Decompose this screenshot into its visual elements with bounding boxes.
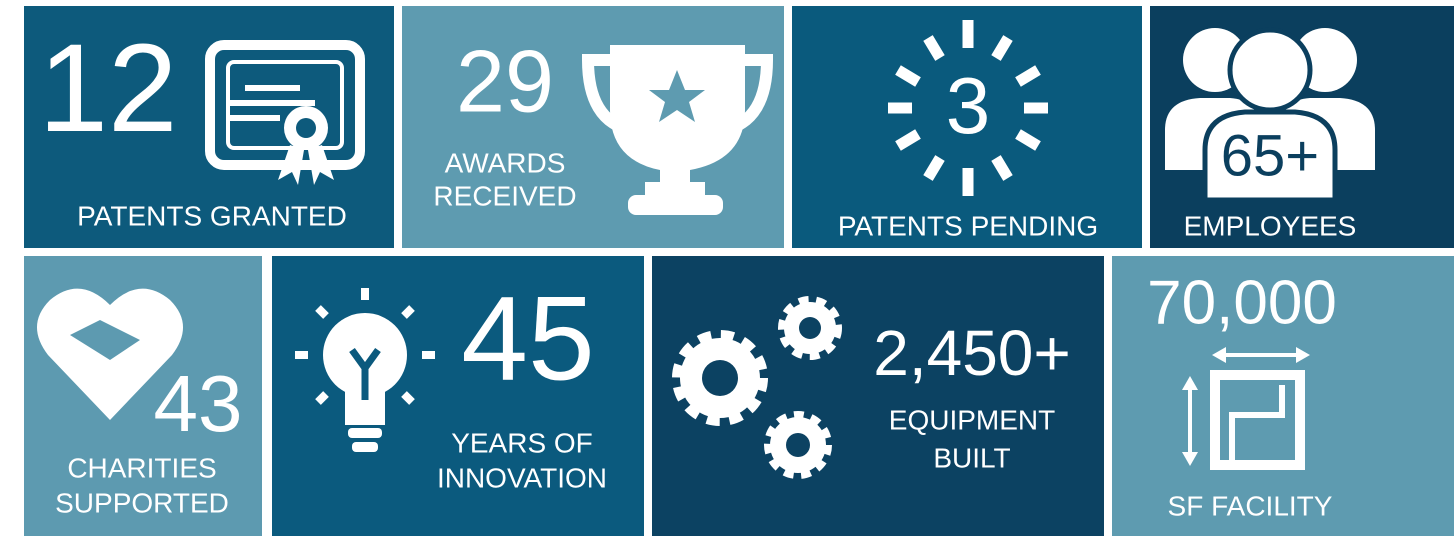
people-icon — [1165, 27, 1375, 203]
heart-icon — [36, 288, 184, 420]
stat-number: 43 — [154, 359, 243, 448]
stat-label: YEARS OF — [451, 427, 593, 458]
stat-label: PATENTS GRANTED — [77, 200, 347, 231]
tile — [272, 256, 644, 536]
stat-number: 29 — [456, 31, 554, 130]
stat-number: 2,450+ — [873, 317, 1071, 389]
floorplan-icon — [1182, 347, 1310, 470]
stat-label: SF FACILITY — [1168, 490, 1333, 521]
stat-label: EQUIPMENT — [889, 404, 1055, 435]
stat-number: 3 — [946, 61, 991, 150]
stat-label: CHARITIES — [67, 452, 216, 483]
gears-icon — [672, 296, 842, 479]
stat-label: SUPPORTED — [55, 487, 229, 518]
stat-number: 12 — [38, 19, 177, 158]
certificate-icon — [205, 40, 365, 185]
stat-label: BUILT — [933, 442, 1010, 473]
stat-label: RECEIVED — [433, 180, 576, 211]
stat-number: 70,000 — [1147, 268, 1337, 337]
stat-label: AWARDS — [445, 147, 566, 178]
stat-number: 65+ — [1221, 123, 1319, 188]
trophy-icon — [581, 45, 774, 215]
stat-number: 45 — [461, 272, 594, 406]
stat-label: INNOVATION — [437, 462, 607, 493]
bulb-icon — [295, 288, 435, 452]
stat-label: EMPLOYEES — [1184, 210, 1357, 241]
sunburst-icon — [888, 20, 1048, 196]
stat-label: PATENTS PENDING — [838, 210, 1098, 241]
